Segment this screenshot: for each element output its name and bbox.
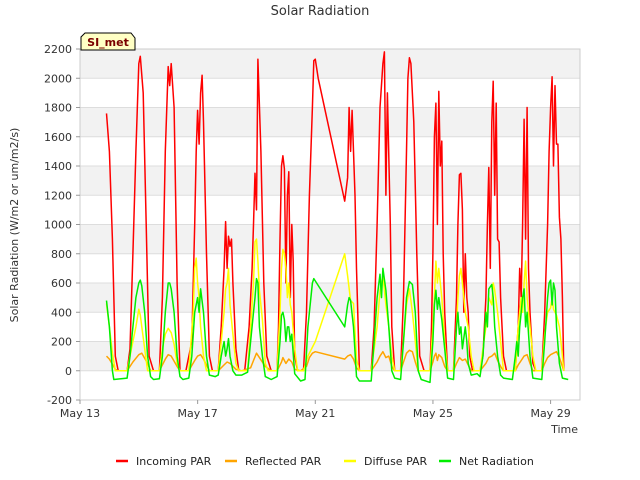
- legend-label: Net Radiation: [459, 455, 534, 468]
- x-tick-label: May 21: [295, 407, 335, 420]
- y-tick-label: 1600: [44, 131, 72, 144]
- x-tick-label: May 17: [178, 407, 218, 420]
- x-tick-label: May 29: [530, 407, 570, 420]
- background-band: [80, 49, 580, 79]
- background-band: [80, 166, 580, 196]
- y-tick-label: 0: [65, 365, 72, 378]
- y-tick-label: 200: [51, 336, 72, 349]
- y-tick-label: 1400: [44, 160, 72, 173]
- y-axis-ticks: -200 0 200 400 600 800 1000 1200 1400 1600 1800 200…: [44, 43, 80, 407]
- y-tick-label: -200: [47, 394, 72, 407]
- background-band: [80, 224, 580, 254]
- y-axis-label: Solar Radiation (W/m2 or um/m2/s): [8, 128, 21, 323]
- y-tick-label: 800: [51, 248, 72, 261]
- y-tick-label: 2200: [44, 43, 72, 56]
- y-tick-label: 600: [51, 277, 72, 290]
- background-bands: [80, 49, 580, 371]
- legend-item-incoming-par: Incoming PAR: [116, 455, 212, 468]
- y-tick-label: 400: [51, 306, 72, 319]
- legend-item-diffuse-par: Diffuse PAR: [344, 455, 428, 468]
- y-tick-label: 1800: [44, 102, 72, 115]
- station-label: SI_met: [87, 36, 129, 49]
- legend-label: Diffuse PAR: [364, 455, 428, 468]
- legend-item-net-radiation: Net Radiation: [439, 455, 534, 468]
- series-lines: [105, 51, 569, 384]
- x-tick-label: May 13: [60, 407, 100, 420]
- station-badge-box: [80, 32, 136, 51]
- legend: Incoming PAR Reflected PAR Diffuse PAR Net …: [116, 455, 534, 468]
- legend-item-reflected-par: Reflected PAR: [225, 455, 322, 468]
- station-badge: SI_met: [80, 32, 136, 51]
- x-tick-label: May 25: [413, 407, 453, 420]
- y-tick-label: 1200: [44, 189, 72, 202]
- chart-title: Solar Radiation: [271, 4, 370, 19]
- y-tick-label: 1000: [44, 219, 72, 232]
- legend-label: Reflected PAR: [245, 455, 322, 468]
- legend-label: Incoming PAR: [136, 455, 212, 468]
- x-axis-ticks: May 13 May 17 May 21 May 25 May 29: [60, 400, 571, 420]
- x-axis-label: Time: [550, 423, 578, 436]
- y-tick-label: 2000: [44, 72, 72, 85]
- series-line-net-radiation: [105, 267, 569, 384]
